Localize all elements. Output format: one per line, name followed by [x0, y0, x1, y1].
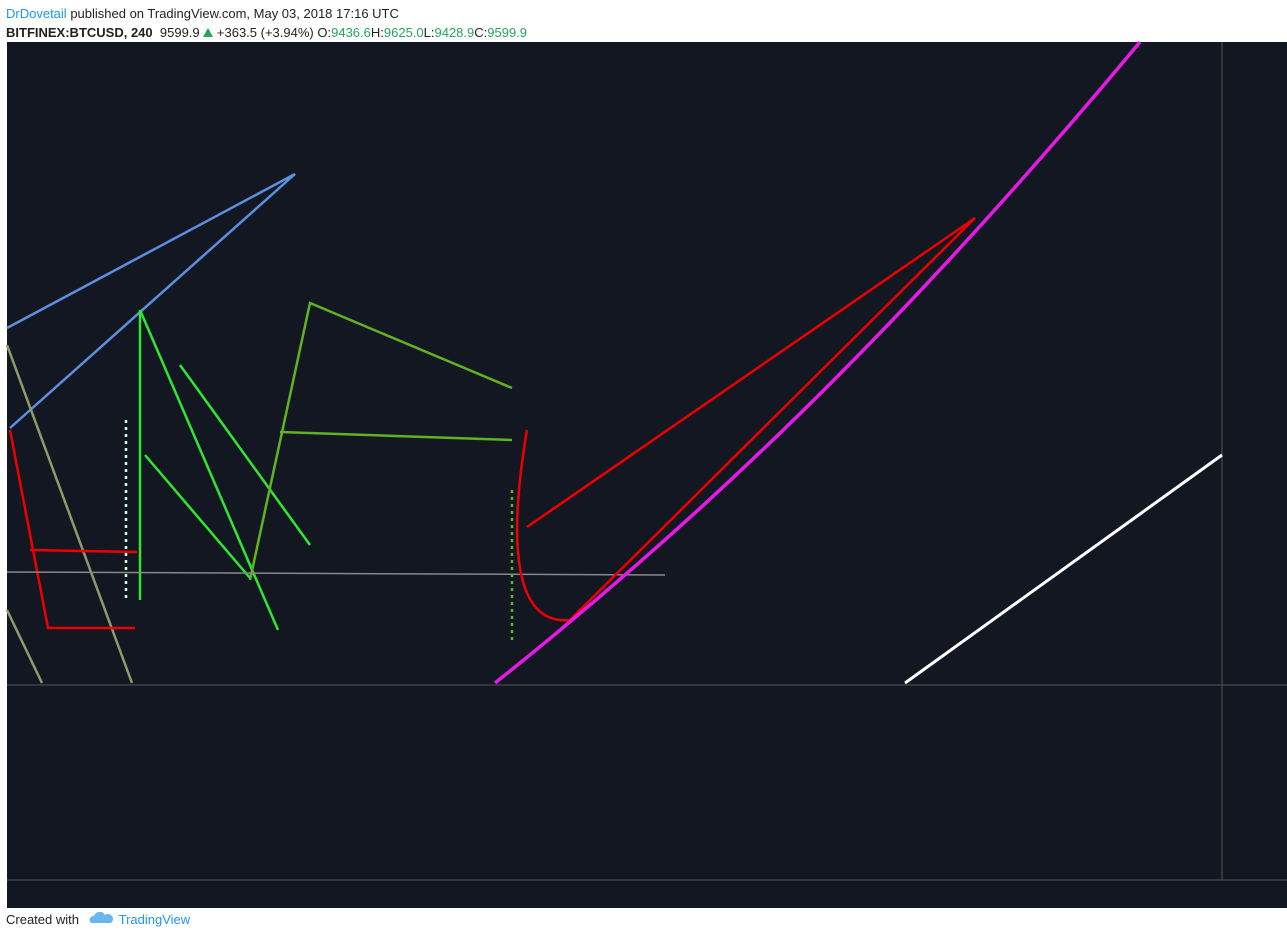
quote-label: H:	[370, 25, 384, 40]
quote-label: L:	[423, 25, 435, 40]
author[interactable]: DrDovetail	[6, 6, 67, 21]
logo	[89, 911, 113, 923]
drawings	[5, 40, 1223, 685]
trendline	[904, 453, 1223, 685]
quote: O:9436.6H:9625.0L:9428.9C:9599.9	[317, 25, 527, 40]
symbol: BITFINEX:BTCUSD, 240	[6, 25, 153, 40]
trendline	[6, 172, 296, 429]
trendline	[144, 454, 251, 579]
change: +363.5 (+3.94%)	[216, 25, 314, 40]
quote-value: 9436.6	[331, 25, 371, 40]
quote-value: 9599.9	[487, 25, 528, 40]
quote-value: 9428.9	[434, 25, 475, 40]
last: 9599.9	[159, 25, 200, 40]
footer: Created with TradingView	[6, 911, 191, 927]
trendline	[6, 571, 666, 576]
chart-bg	[7, 42, 1287, 908]
trendline	[5, 609, 44, 684]
trendline	[279, 430, 513, 442]
trendline	[5, 344, 134, 684]
trendline	[493, 40, 1142, 685]
chart	[0, 40, 1287, 910]
quote-value: 9625.0	[383, 25, 424, 40]
trendline	[178, 364, 312, 546]
trendline	[29, 548, 138, 554]
up-arrow	[203, 28, 214, 37]
published: published on TradingView.com, May 03, 20…	[70, 6, 399, 21]
brand[interactable]: TradingView	[118, 912, 191, 927]
quote-label: C:	[474, 25, 488, 40]
trendline	[8, 429, 135, 630]
created: Created with	[6, 912, 79, 927]
trendline	[248, 301, 513, 581]
publish-line: DrDovetail published on TradingView.com,…	[6, 4, 527, 23]
trendline	[138, 309, 280, 631]
trendline	[515, 216, 976, 622]
quote-label: O:	[317, 25, 332, 40]
header: DrDovetail published on TradingView.com,…	[6, 4, 527, 42]
quote-line: BITFINEX:BTCUSD, 240 9599.9 +363.5 (+3.9…	[6, 23, 527, 42]
